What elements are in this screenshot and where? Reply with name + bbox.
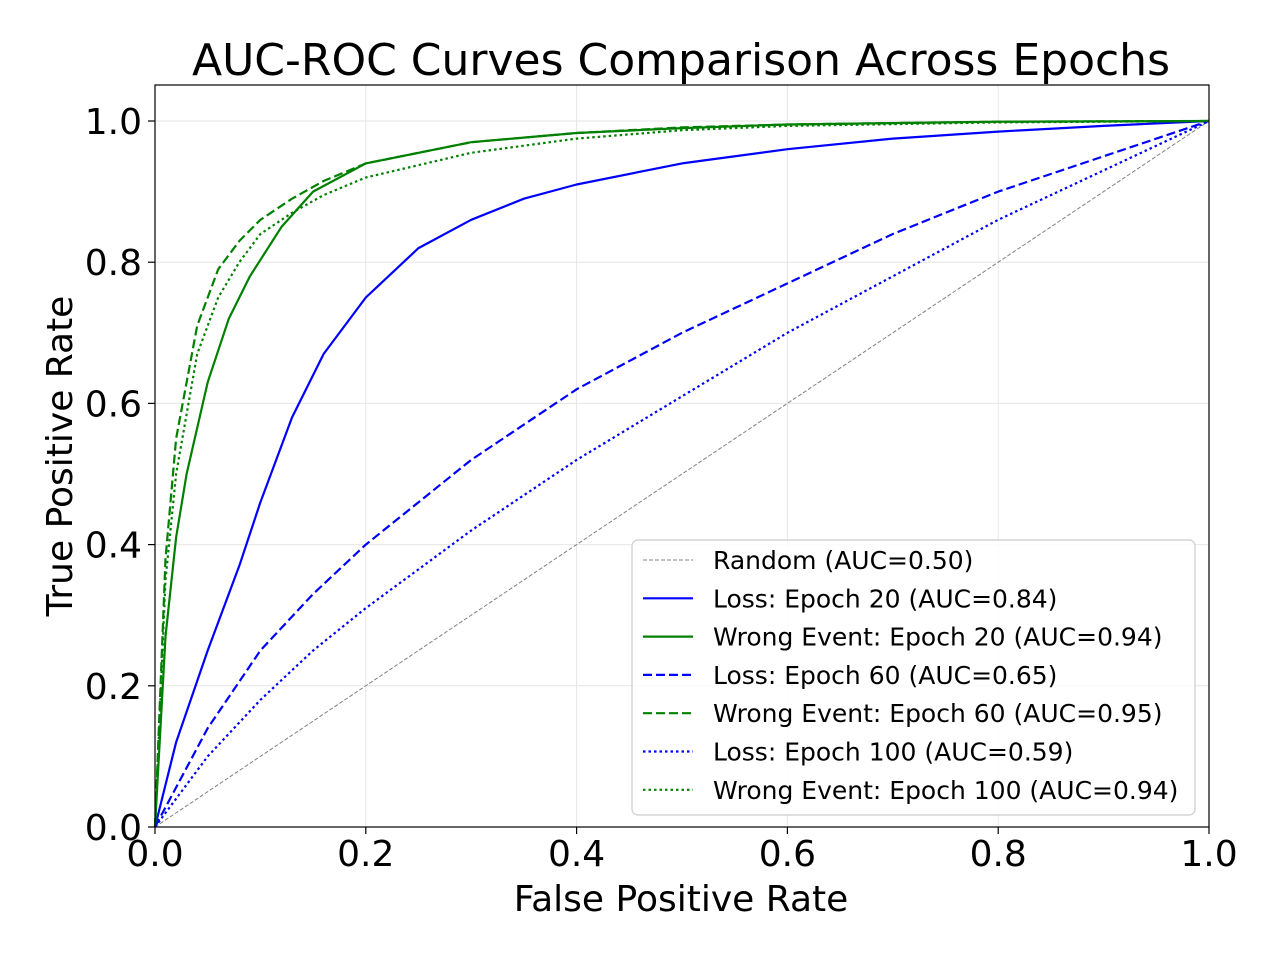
y-tick-label: 1.0: [85, 102, 142, 143]
legend-label: Loss: Epoch 60 (AUC=0.65): [713, 661, 1057, 690]
x-tick-label: 0.4: [548, 834, 605, 875]
y-tick-label: 0.8: [85, 243, 142, 284]
series-layer: [153, 119, 1210, 828]
legend-box: [631, 539, 1196, 816]
x-tick-label: 1.0: [1180, 834, 1237, 875]
legend-label: Random (AUC=0.50): [713, 546, 973, 575]
legend-label: Loss: Epoch 20 (AUC=0.84): [713, 584, 1057, 613]
x-tick-label: 0.2: [337, 834, 394, 875]
x-tick-label: 0.0: [126, 834, 183, 875]
y-axis-label: True Positive Rate: [40, 296, 81, 618]
series-line-5: [154, 120, 1210, 828]
y-tick-label: 0.4: [85, 526, 142, 567]
y-axis-ticks: 0.0 0.2 0.4 0.6 0.8 1.0: [85, 102, 155, 849]
legend-label: Wrong Event: Epoch 60 (AUC=0.95): [713, 699, 1163, 728]
series-line-1: [153, 119, 1210, 828]
series-line-3: [154, 119, 1210, 828]
y-tick-label: 0.0: [85, 808, 142, 849]
y-tick-label: 0.2: [85, 667, 142, 708]
x-axis-label: False Positive Rate: [514, 879, 849, 920]
series-line-0: [154, 120, 1210, 828]
series-line-6: [153, 119, 1210, 828]
series-line-4: [153, 119, 1210, 828]
y-tick-label: 0.6: [85, 384, 142, 425]
chart-title: AUC-ROC Curves Comparison Across Epochs: [192, 35, 1170, 86]
legend: Random (AUC=0.50) Loss: Epoch 20 (AUC=0.8…: [631, 539, 1196, 816]
x-tick-label: 0.6: [759, 834, 816, 875]
legend-label: Wrong Event: Epoch 100 (AUC=0.94): [713, 776, 1178, 805]
legend-label: Wrong Event: Epoch 20 (AUC=0.94): [713, 623, 1163, 652]
legend-label: Loss: Epoch 100 (AUC=0.59): [713, 738, 1073, 767]
x-axis-ticks: 0.0 0.2 0.4 0.6 0.8 1.0: [126, 827, 1238, 875]
x-tick-label: 0.8: [970, 834, 1027, 875]
plot-area-frame: [154, 84, 1210, 828]
